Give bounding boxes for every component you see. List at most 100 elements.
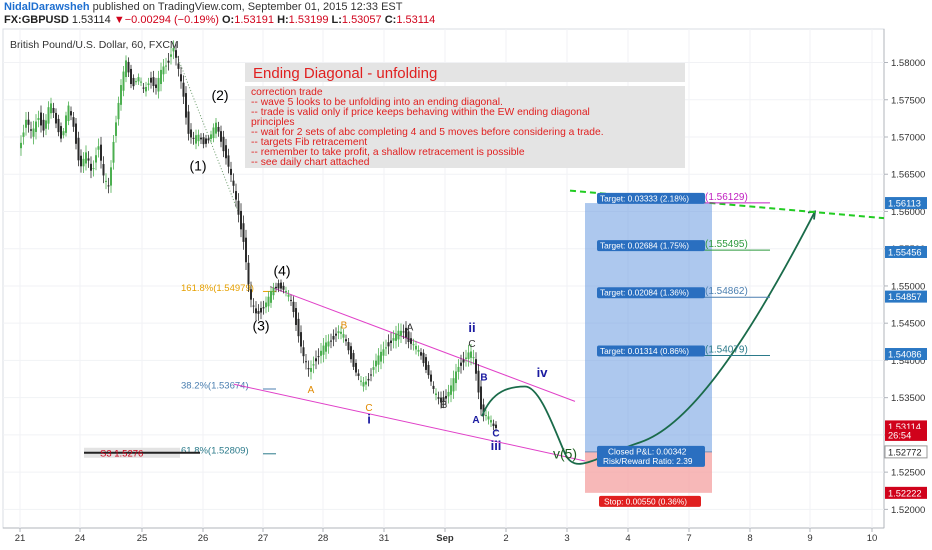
target-labels: (1.56129) Target: 0.03333 (2.18%) (1.55495…: [597, 192, 770, 507]
candle-body: [190, 129, 192, 138]
closed-pl-label: Closed P&L: 0.00342: [608, 446, 687, 456]
candle-body: [242, 223, 245, 242]
price-tag-label: 1.56113: [888, 199, 921, 209]
candle-body: [165, 65, 167, 67]
price-tag-box: [885, 348, 927, 361]
candle-body: [60, 126, 62, 139]
target-label: Target: 0.02684 (1.75%): [600, 241, 689, 251]
candle-body: [37, 118, 40, 120]
candle-body: [140, 81, 142, 83]
candle-body: [142, 87, 145, 89]
candle-body: [210, 134, 212, 140]
candle-body: [345, 339, 347, 342]
candle-body: [290, 299, 292, 301]
publish-info: NidalDarawsheh published on TradingView.…: [4, 1, 403, 13]
candle-body: [485, 415, 487, 417]
candle-body: [27, 119, 30, 125]
candle-body: [225, 145, 227, 159]
candle-body: [122, 71, 125, 91]
x-tick-label: 31: [379, 533, 390, 544]
note-line: -- wave 5 looks to be unfolding into an …: [251, 97, 503, 108]
y-tick-label: 1.55000: [891, 281, 925, 292]
x-tick-label: 3: [564, 533, 569, 544]
open-value: 1.53191: [234, 14, 274, 26]
x-tick-label: 27: [258, 533, 269, 544]
candle-body: [50, 103, 52, 114]
candle-body: [25, 119, 27, 128]
candle-body: [35, 121, 37, 132]
candle-body: [270, 291, 272, 303]
candle-body: [125, 60, 127, 78]
candle-body: [420, 352, 422, 356]
candle-body: [455, 371, 457, 384]
candle-body: [245, 237, 247, 263]
candle-body: [277, 283, 280, 289]
candle-body: [370, 374, 372, 376]
candle-body: [347, 342, 350, 351]
candle-body: [205, 138, 207, 144]
y-tick-label: 1.57500: [891, 95, 925, 106]
candle-body: [405, 327, 407, 338]
candle-body: [450, 385, 452, 395]
note-title-box: [245, 63, 685, 82]
candle-body: [105, 180, 107, 182]
candle-body: [107, 185, 110, 187]
candle-body: [335, 333, 337, 336]
candle-body: [47, 107, 50, 124]
candle-body: [102, 164, 105, 176]
symbol-label[interactable]: FX:GBPUSD: [4, 14, 69, 26]
target-box: [597, 345, 705, 357]
analysis-note: Ending Diagonal - unfolding correction tr…: [245, 63, 685, 168]
candle-body: [145, 87, 147, 92]
close-value: 1.53114: [396, 14, 436, 26]
target-label: Target: 0.03333 (2.18%): [600, 193, 689, 203]
note-line: -- see daily chart attached: [251, 157, 370, 168]
candle-body: [280, 282, 282, 289]
wave-label: iii: [491, 438, 502, 453]
fib-label: 61.8%(1.52809): [181, 445, 249, 456]
publish-text: published on TradingView.com, September …: [92, 1, 403, 13]
note-body-box: [245, 86, 685, 168]
candle-body: [297, 318, 300, 337]
wave-label: B: [341, 320, 348, 331]
candle-body: [80, 155, 82, 167]
candle-body: [92, 168, 95, 170]
candle-body: [197, 134, 200, 142]
candle-body: [305, 361, 307, 363]
candle-body: [495, 424, 497, 429]
candle-body: [255, 308, 257, 314]
diagonal-channel: [172, 45, 586, 462]
candles: [20, 40, 497, 432]
candle-body: [132, 77, 135, 87]
author-link[interactable]: NidalDarawsheh: [4, 1, 90, 13]
target-label: Target: 0.02084 (1.36%): [600, 288, 689, 298]
wave-label: v(5): [553, 446, 577, 462]
x-tick-label: 10: [867, 533, 878, 544]
wave-label: B: [480, 373, 487, 384]
candle-body: [262, 307, 265, 309]
candle-body: [295, 308, 297, 325]
price-tag-box: [885, 245, 927, 258]
candle-body: [367, 378, 370, 381]
x-tick-label: 26: [198, 533, 209, 544]
candle-body: [257, 311, 260, 314]
x-tick-label: 8: [747, 533, 752, 544]
candle-body: [130, 68, 132, 85]
note-line: correction trade: [251, 87, 323, 98]
candle-body: [252, 305, 255, 307]
note-line: -- targets Fib retracement: [251, 137, 367, 148]
candle-body: [432, 385, 435, 389]
candle-body: [177, 63, 180, 69]
wave-label: (3): [252, 318, 269, 334]
target-level-label: (1.54862): [705, 286, 748, 297]
fib-levels: 161.8%(1.54979) 38.2%(1.53674) 61.8%(1.528…: [84, 283, 276, 459]
candle-body: [232, 180, 235, 186]
candle-body: [265, 302, 267, 308]
last-price: 1.53114: [71, 14, 111, 26]
candle-body: [260, 307, 262, 313]
candle-body: [465, 357, 467, 359]
price-tag-box: [885, 290, 927, 303]
wave-label: iv: [537, 365, 549, 380]
